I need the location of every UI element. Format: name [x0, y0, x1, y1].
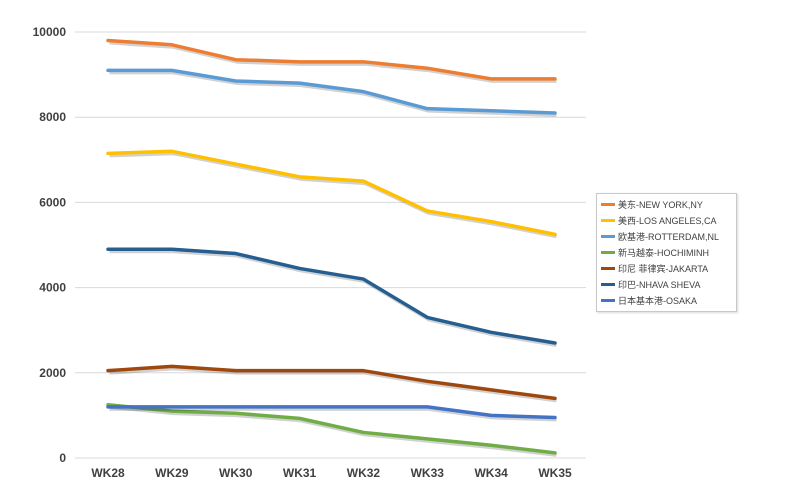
legend-swatch	[601, 202, 615, 206]
series-line-0	[106, 38, 557, 81]
legend-swatch	[601, 234, 615, 238]
y-tick-label: 10000	[33, 25, 67, 39]
legend-label: 美东-NEW YORK,NY	[618, 199, 703, 210]
legend-label: 印尼 菲律宾-JAKARTA	[618, 263, 709, 274]
x-tick-label: WK34	[474, 466, 508, 480]
series-line-shadow	[109, 151, 557, 239]
series-line-shadow	[109, 366, 557, 403]
x-tick-label: WK30	[219, 466, 253, 480]
x-tick-label: WK33	[411, 466, 445, 480]
x-tick-label: WK31	[283, 466, 317, 480]
x-axis-tick-labels: WK28 WK29 WK30 WK31 WK32 WK33 WK34 WK35	[91, 466, 572, 480]
legend-label: 日本基本港-OSAKA	[618, 295, 698, 306]
y-tick-label: 6000	[39, 195, 66, 209]
series-line-6	[106, 405, 557, 420]
legend-item: 日本基本港-OSAKA	[601, 292, 732, 308]
legend-item: 美西-LOS ANGELES,CA	[601, 212, 732, 228]
y-tick-label: 0	[59, 451, 66, 465]
series-line-shadow	[109, 406, 557, 422]
legend-swatch	[601, 250, 615, 254]
legend-label: 印巴-NHAVA SHEVA	[618, 279, 701, 290]
legend-item: 新马越泰-HOCHIMINH	[601, 244, 732, 260]
legend-label: 新马越泰-HOCHIMINH	[618, 247, 709, 258]
legend-item: 印巴-NHAVA SHEVA	[601, 276, 732, 292]
legend-label: 欧基港-ROTTERDAM,NL	[618, 231, 719, 242]
legend-swatch	[601, 218, 615, 222]
series-line-5	[106, 247, 557, 345]
x-tick-label: WK35	[538, 466, 572, 480]
gridlines	[75, 31, 586, 459]
legend-item: 印尼 菲律宾-JAKARTA	[601, 260, 732, 276]
y-tick-label: 4000	[39, 281, 66, 295]
series-line-4	[106, 364, 557, 401]
y-tick-label: 2000	[39, 366, 66, 380]
legend-swatch	[601, 266, 615, 270]
y-axis-tick-labels: 0 2000 4000 6000 8000 10000	[33, 25, 67, 465]
legend-swatch	[601, 282, 615, 286]
legend-swatch	[601, 298, 615, 302]
x-tick-label: WK29	[155, 466, 189, 480]
legend-item: 欧基港-ROTTERDAM,NL	[601, 228, 732, 244]
legend-item: 美东-NEW YORK,NY	[601, 196, 732, 212]
y-tick-label: 8000	[39, 110, 66, 124]
series-lines	[106, 38, 557, 457]
x-tick-label: WK32	[347, 466, 381, 480]
legend: 美东-NEW YORK,NY 美西-LOS ANGELES,CA 欧基港-ROTTE…	[596, 193, 737, 312]
x-tick-label: WK28	[91, 466, 125, 480]
legend-label: 美西-LOS ANGELES,CA	[618, 215, 717, 226]
series-line-2	[106, 68, 557, 115]
series-line-3	[106, 403, 557, 455]
series-line-1	[106, 149, 557, 237]
